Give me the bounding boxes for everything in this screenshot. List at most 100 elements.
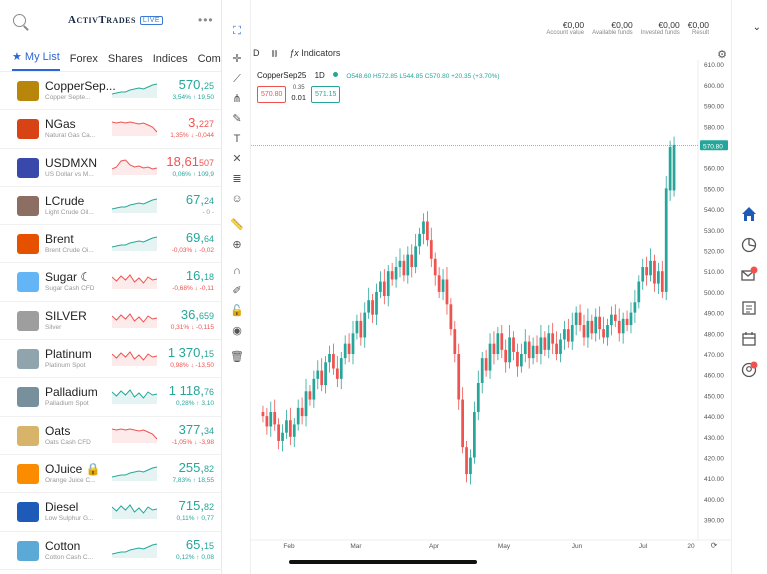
watchlist-row[interactable]: OJuice 🔒 Orange Juice C... 255,82 7,83% ↑ 1…	[0, 455, 222, 494]
chart-legend: CopperSep25 1D O548.60 H572.85 L544.85 C…	[257, 71, 500, 80]
tab-forex[interactable]: Forex	[69, 53, 98, 65]
instrument-price: 715,82	[178, 498, 214, 514]
candle-body	[617, 320, 621, 334]
candle-body	[422, 221, 425, 234]
price-chart[interactable]: 610.00600.00590.00580.00570.00560.00550.…	[251, 0, 731, 556]
price-tick-label: 440.00	[704, 414, 724, 421]
crosshair-icon[interactable]: ✛	[232, 53, 242, 65]
inbox-icon[interactable]	[740, 266, 758, 284]
candle-body	[637, 281, 641, 303]
tab-indices[interactable]: Indices	[152, 53, 188, 65]
instrument-description: Brent Crude Oi...	[45, 247, 94, 255]
news-icon[interactable]	[740, 299, 758, 317]
instrument-description: Silver	[45, 323, 62, 331]
fib-icon[interactable]: ≣	[232, 173, 242, 185]
text-tool-icon[interactable]: T	[233, 133, 241, 145]
candle-body	[265, 416, 269, 427]
sugar-cubes-icon	[17, 272, 39, 293]
pattern-icon[interactable]: ✕	[232, 153, 242, 165]
instrument-name: USDMXN	[45, 155, 98, 170]
right-nav-rail: ⌄	[731, 0, 767, 574]
brush-icon[interactable]: ✎	[232, 113, 242, 125]
home-indicator	[289, 560, 477, 564]
zoom-in-icon[interactable]: ⊕	[232, 239, 242, 251]
oil-barrel-icon	[17, 195, 39, 216]
pitchfork-icon[interactable]: ⋔	[232, 93, 242, 105]
account-summary: €0,00 Account value €0,00 Available funds €0…	[546, 20, 709, 36]
watchlist-row[interactable]: Oats Oats Cash CFD 377,34 -1,05% ↓ -3,98	[0, 417, 222, 455]
candle-body	[559, 339, 562, 355]
pencil-lock-icon[interactable]: ✐	[232, 285, 242, 297]
instrument-change: 0,11% ↑ 0,77	[176, 515, 214, 523]
candle-body	[328, 354, 331, 363]
magnet-icon[interactable]: ∩	[233, 265, 241, 277]
watchlist-row[interactable]: Diesel Low Sulphur G... 715,82 0,11% ↑ 0,77	[0, 493, 222, 532]
candle-body	[629, 312, 633, 326]
profile-icon[interactable]	[740, 361, 758, 379]
price-tick-label: 540.00	[704, 207, 724, 214]
eye-icon[interactable]: ◉	[232, 325, 242, 337]
instrument-description: Cotton Cash C...	[45, 553, 94, 561]
watchlist-row[interactable]: LCrude Light Crude Oil... 67,24- 0 -	[0, 187, 222, 226]
watchlist-row[interactable]: Brent Brent Crude Oi... 69,64 -0,03% ↓ -0,0…	[0, 225, 222, 264]
candle-body	[351, 333, 355, 355]
price-tick-label: 530.00	[704, 228, 724, 235]
more-options-icon[interactable]: •••	[198, 13, 214, 27]
watchlist-row[interactable]: SILVER Silver 36,659 0,31% ↓ -0,115	[0, 302, 222, 341]
indicators-button[interactable]: ƒx Indicators	[289, 48, 341, 58]
sparkline	[112, 274, 158, 290]
lock-icon[interactable]: 🔓	[230, 305, 244, 317]
watchlist-row[interactable]: USDMXN US Dollar vs M... 18,61507 0,06% ↑ 1…	[0, 149, 222, 187]
candle-body	[657, 271, 660, 284]
watchlist-row[interactable]: NGas Natural Gas Ca... 3,227 1,35% ↓ -0,044	[0, 110, 222, 149]
chart-settings-gear-icon[interactable]: ⚙	[717, 49, 727, 61]
sparkline-line	[112, 121, 158, 133]
price-tick-label: 550.00	[704, 186, 724, 193]
candles-icon[interactable]: ⫾⫾	[271, 48, 278, 58]
instrument-description: Natural Gas Ca...	[45, 132, 96, 140]
price-tick-label: 520.00	[704, 248, 724, 255]
emoji-icon[interactable]: ☺	[231, 193, 243, 205]
instrument-name: Oats	[45, 423, 71, 438]
category-tabs: ★ My List Forex Shares Indices Commo	[0, 44, 221, 72]
sparkline	[112, 389, 158, 405]
price-tick-label: 500.00	[704, 290, 724, 297]
watchlist-row[interactable]: Sugar ☾ Sugar Cash CFD 16,18 -0,68% ↓ -0,11	[0, 263, 222, 302]
sell-button[interactable]: 570.80	[257, 85, 287, 103]
candle-body	[523, 341, 527, 355]
home-icon[interactable]	[740, 205, 758, 223]
trend-line-icon[interactable]: ⟋	[233, 73, 241, 85]
price-tick-label: 590.00	[704, 104, 724, 111]
instrument-change: -0,03% ↓ -0,02	[171, 247, 214, 255]
calendar-icon[interactable]	[740, 330, 758, 348]
trash-icon[interactable]: 🗑	[230, 351, 244, 363]
candle-body	[288, 420, 292, 437]
top-bar: ActivTrades LIVE •••	[0, 0, 221, 44]
watchlist-row[interactable]: Palladium Palladium Spot 1 118,76 0,28% ↑ 3…	[0, 378, 222, 417]
search-icon[interactable]	[12, 13, 30, 31]
watchlist-row[interactable]: Platinum Platinum Spot 1 370,15 0,98% ↓ -13…	[0, 340, 222, 379]
candle-body	[488, 343, 492, 371]
buy-button[interactable]: 571.15	[311, 85, 341, 103]
watchlist-row[interactable]: Cotton Cotton Cash C... 65,15 0,12% ↑ 0,08	[0, 532, 222, 570]
portfolio-pie-icon[interactable]	[740, 236, 758, 254]
candle-body	[296, 407, 300, 425]
candle-body	[343, 343, 347, 359]
candle-body	[390, 271, 394, 280]
tab-shares[interactable]: Shares	[107, 53, 143, 65]
price-tick-label: 490.00	[704, 311, 724, 318]
candle-body	[672, 144, 676, 191]
chevron-down-icon[interactable]: ⌄	[752, 22, 761, 33]
watchlist-row[interactable]: CopperSep... Copper Septe... 570,25 3,54% ↑…	[0, 72, 222, 111]
price-tick-label: 480.00	[704, 331, 724, 338]
tab-commodities[interactable]: Commo	[197, 53, 221, 65]
candle-body	[664, 188, 668, 292]
ruler-icon[interactable]: 📏	[230, 219, 244, 231]
instrument-name: Diesel	[45, 500, 79, 515]
sparkline-line	[112, 504, 158, 515]
time-tick-label: Feb	[283, 543, 295, 550]
timeframe-button[interactable]: D	[253, 48, 260, 58]
sparkline-line	[112, 83, 158, 95]
fullscreen-icon[interactable]: ⛶	[233, 25, 241, 37]
tab-my-list[interactable]: ★ My List	[12, 50, 60, 71]
